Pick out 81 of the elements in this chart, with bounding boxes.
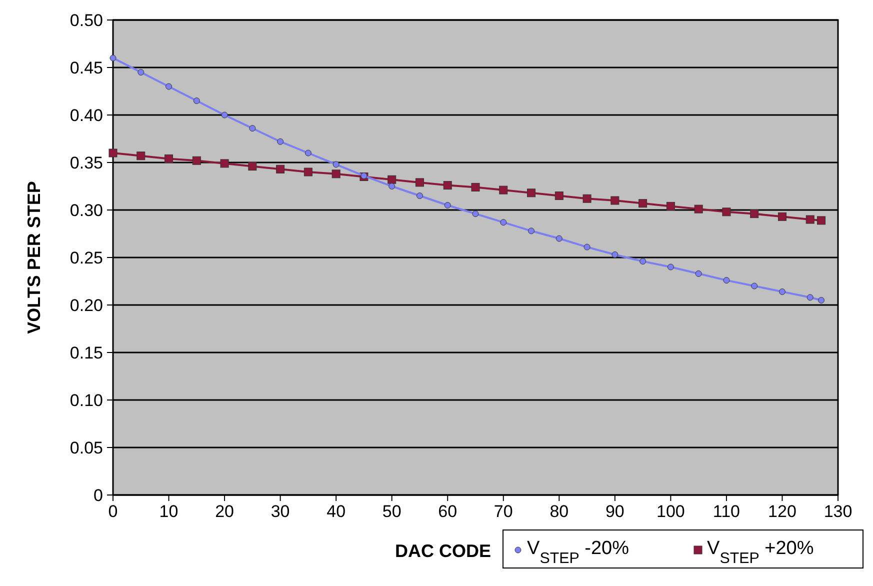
y-tick-label: 0.05 bbox=[70, 438, 103, 458]
point bbox=[806, 294, 814, 301]
point bbox=[818, 297, 825, 304]
y-tick-label: 0.35 bbox=[70, 153, 103, 172]
point bbox=[778, 212, 786, 221]
point bbox=[304, 150, 312, 156]
x-tick-label: 100 bbox=[656, 502, 685, 521]
point bbox=[750, 210, 759, 218]
point bbox=[248, 162, 257, 171]
point bbox=[388, 183, 396, 190]
point bbox=[471, 182, 480, 192]
y-tick-label: 0.20 bbox=[70, 296, 103, 315]
point bbox=[444, 202, 451, 208]
point bbox=[722, 208, 731, 216]
point bbox=[164, 154, 174, 163]
x-tick-label: 130 bbox=[824, 502, 852, 521]
y-tick-label: 0 bbox=[94, 486, 103, 505]
point bbox=[584, 244, 590, 250]
point bbox=[192, 156, 201, 165]
point bbox=[500, 219, 507, 226]
legend-label: V$_{STEP}$ +20% bbox=[707, 538, 814, 566]
point bbox=[220, 159, 229, 168]
point bbox=[472, 210, 479, 218]
point bbox=[582, 194, 592, 203]
point bbox=[332, 170, 340, 178]
x-tick-label: 0 bbox=[108, 502, 118, 521]
point bbox=[640, 258, 646, 265]
x-tick-label: 90 bbox=[605, 502, 624, 521]
point bbox=[304, 168, 312, 176]
point bbox=[666, 202, 675, 210]
point bbox=[221, 112, 228, 118]
point bbox=[110, 54, 116, 62]
point bbox=[138, 69, 144, 76]
point bbox=[554, 192, 564, 200]
point bbox=[193, 98, 200, 104]
point bbox=[694, 204, 703, 214]
y-tick-label: 0.25 bbox=[70, 248, 103, 268]
y-tick-label: 0.15 bbox=[70, 343, 103, 362]
point bbox=[695, 270, 702, 277]
point bbox=[108, 148, 118, 158]
point bbox=[667, 264, 674, 270]
point bbox=[388, 175, 396, 184]
point bbox=[499, 186, 508, 194]
x-tick-label: 60 bbox=[438, 502, 458, 521]
point bbox=[276, 164, 285, 174]
point bbox=[610, 196, 620, 205]
point bbox=[166, 83, 172, 90]
point bbox=[443, 181, 452, 190]
point bbox=[751, 282, 758, 290]
point bbox=[416, 192, 423, 199]
point bbox=[817, 216, 826, 225]
x-tick-label: 50 bbox=[382, 502, 402, 521]
point bbox=[778, 288, 786, 295]
point bbox=[277, 138, 284, 145]
x-tick-label: 120 bbox=[768, 502, 796, 521]
point bbox=[332, 161, 340, 168]
point bbox=[806, 215, 814, 224]
x-tick-label: 40 bbox=[326, 502, 346, 521]
point bbox=[723, 277, 730, 284]
y-axis-title: VOLTS PER STEP bbox=[24, 181, 44, 334]
x-tick-label: 80 bbox=[550, 502, 569, 521]
point bbox=[612, 251, 618, 258]
point bbox=[638, 199, 648, 208]
x-axis-title: DAC CODE bbox=[394, 541, 491, 561]
x-tick-label: 20 bbox=[215, 502, 234, 521]
point bbox=[527, 188, 536, 198]
x-tick-label: 30 bbox=[270, 502, 290, 521]
y-tick-label: 0.30 bbox=[70, 200, 103, 220]
point bbox=[415, 178, 424, 187]
x-tick-label: 10 bbox=[159, 502, 178, 521]
point bbox=[249, 125, 256, 132]
x-tick-label: 110 bbox=[712, 502, 740, 521]
point bbox=[556, 235, 562, 242]
point bbox=[528, 228, 535, 234]
y-tick-label: 0.40 bbox=[70, 106, 103, 125]
point bbox=[136, 152, 146, 160]
legend-label: V$_{STEP}$ -20% bbox=[527, 538, 630, 566]
x-tick-label: 70 bbox=[494, 502, 513, 521]
y-tick-label: 0.45 bbox=[70, 58, 103, 78]
y-tick-label: 0.50 bbox=[70, 10, 103, 30]
y-tick-label: 0.10 bbox=[70, 390, 103, 410]
